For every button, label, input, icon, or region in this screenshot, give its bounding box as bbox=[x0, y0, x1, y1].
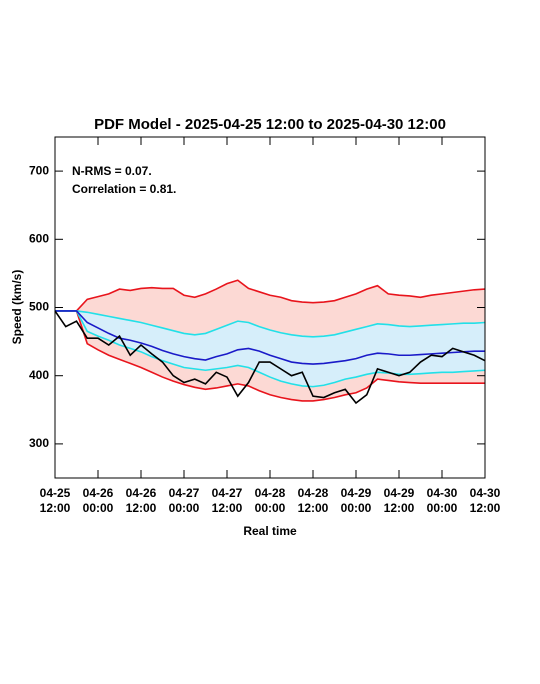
x-tick-label: 04-28 00:00 bbox=[254, 486, 286, 515]
x-tick-label: 04-26 00:00 bbox=[82, 486, 114, 515]
annotation: Correlation = 0.81. bbox=[72, 182, 176, 196]
series-line bbox=[55, 279, 486, 312]
y-axis-label: Speed (km/s) bbox=[10, 270, 24, 345]
y-tick-label: 500 bbox=[29, 300, 49, 314]
x-tick-label: 04-30 12:00 bbox=[469, 486, 501, 515]
x-tick-label: 04-27 00:00 bbox=[168, 486, 200, 515]
x-tick-label: 04-26 12:00 bbox=[125, 486, 157, 515]
x-tick-label: 04-30 00:00 bbox=[426, 486, 458, 515]
series-line bbox=[55, 310, 485, 402]
y-tick-label: 400 bbox=[29, 368, 49, 382]
series-line bbox=[55, 310, 485, 365]
annotation: N-RMS = 0.07. bbox=[72, 164, 152, 178]
x-tick-label: 04-27 12:00 bbox=[211, 486, 243, 515]
series-line bbox=[55, 310, 486, 338]
y-tick-label: 600 bbox=[29, 231, 49, 245]
plot-area bbox=[54, 279, 486, 405]
chart-title: PDF Model - 2025-04-25 12:00 to 2025-04-… bbox=[94, 116, 446, 133]
y-tick-label: 300 bbox=[29, 436, 49, 450]
x-tick-label: 04-25 12:00 bbox=[39, 486, 71, 515]
x-axis-label: Real time bbox=[243, 524, 297, 538]
x-tick-label: 04-29 00:00 bbox=[340, 486, 372, 515]
series-line bbox=[54, 310, 486, 405]
x-tick-label: 04-28 12:00 bbox=[297, 486, 329, 515]
y-tick-label: 700 bbox=[29, 163, 49, 177]
x-tick-label: 04-29 12:00 bbox=[383, 486, 415, 515]
band-fill bbox=[55, 310, 485, 387]
